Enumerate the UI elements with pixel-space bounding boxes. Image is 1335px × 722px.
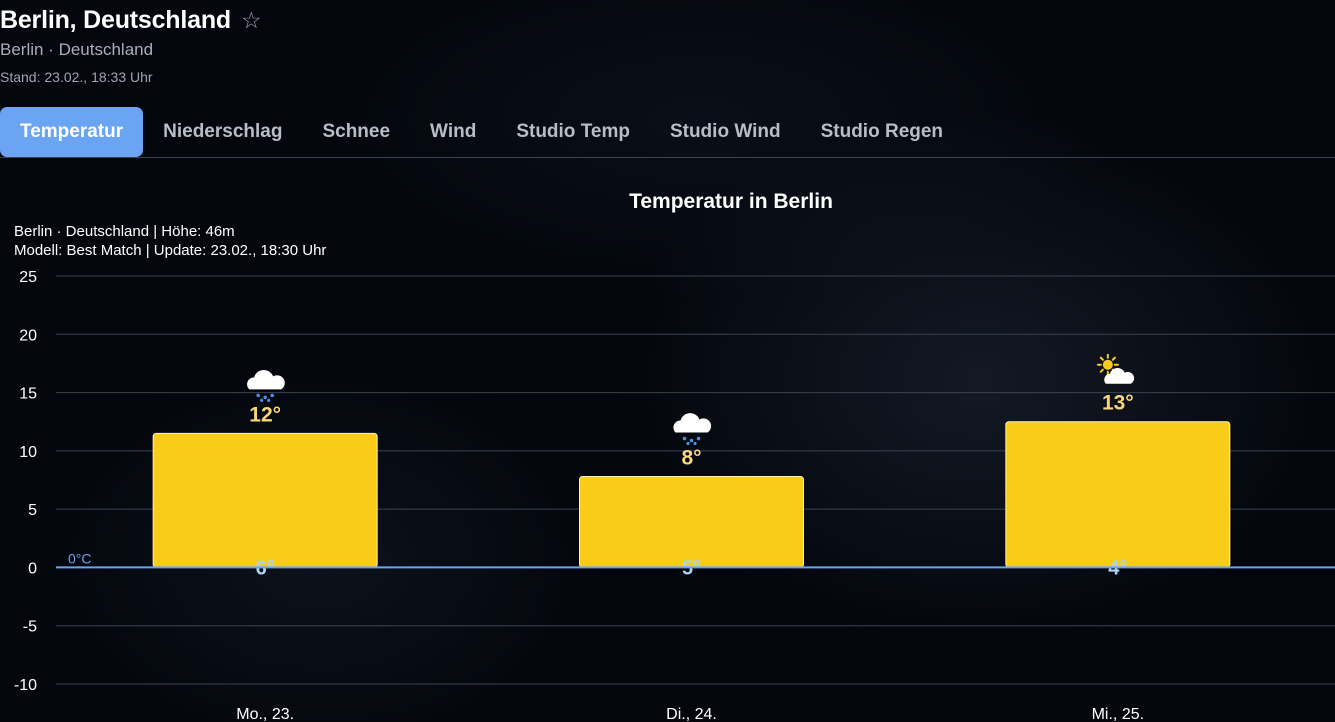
y-tick-label: 20 bbox=[19, 327, 37, 344]
cloud-drizzle-icon bbox=[673, 413, 712, 446]
y-tick-label: -10 bbox=[14, 677, 37, 694]
tab-niederschlag[interactable]: Niederschlag bbox=[163, 121, 283, 142]
location-header: Berlin, Deutschland ☆ Berlin · Deutschla… bbox=[0, 0, 1335, 100]
timestamp: Stand: 23.02., 18:33 Uhr bbox=[0, 69, 153, 85]
tab-temperatur[interactable]: Temperatur bbox=[0, 107, 144, 157]
y-tick-label: 5 bbox=[28, 502, 37, 519]
title-row: Berlin, Deutschland ☆ bbox=[0, 6, 262, 35]
min-temp-label: 6° bbox=[256, 557, 275, 579]
y-tick-label: 15 bbox=[19, 386, 37, 403]
temperature-chart: Temperatur in Berlin Berlin · Deutschlan… bbox=[0, 170, 1335, 722]
location-subtitle: Berlin · Deutschland bbox=[0, 40, 154, 59]
tab-studio-wind[interactable]: Studio Wind bbox=[669, 121, 781, 142]
tab-wind[interactable]: Wind bbox=[430, 121, 477, 142]
label-layer: 12° 6° Mo., 23. 8° 5° Di., 24. 13° 4° Mi., 25. 0°… bbox=[56, 353, 1335, 722]
y-tick-label: 25 bbox=[19, 269, 37, 286]
max-temp-label: 12° bbox=[249, 403, 281, 426]
tab-studio-regen[interactable]: Studio Regen bbox=[820, 121, 944, 142]
temperature-bar bbox=[1005, 421, 1231, 568]
chart-svg: Temperatur in Berlin Berlin · Deutschlan… bbox=[14, 190, 1335, 722]
favorite-star-icon[interactable]: ☆ bbox=[240, 7, 262, 33]
x-category-label: Mo., 23. bbox=[236, 706, 294, 722]
max-temp-label: 8° bbox=[681, 447, 701, 470]
page-title: Berlin, Deutschland bbox=[0, 6, 231, 34]
x-category-label: Di., 24. bbox=[666, 706, 717, 722]
cloud-drizzle-icon bbox=[247, 369, 285, 402]
y-tick-label: 0 bbox=[28, 560, 37, 577]
chart-info-line-1: Berlin · Deutschland | Höhe: 46m bbox=[14, 223, 235, 240]
bar-layer bbox=[152, 421, 1231, 568]
temperature-bar bbox=[579, 476, 804, 568]
zero-line-label: 0°C bbox=[68, 550, 92, 566]
min-temp-label: 4° bbox=[1108, 557, 1127, 579]
chart-info-line-2: Modell: Best Match | Update: 23.02., 18:… bbox=[14, 242, 326, 259]
chart-title: Temperatur in Berlin bbox=[629, 190, 833, 213]
tab-schnee[interactable]: Schnee bbox=[322, 121, 391, 142]
temperature-bar bbox=[152, 432, 378, 568]
min-temp-label: 5° bbox=[682, 557, 701, 579]
x-category-label: Mi., 25. bbox=[1092, 706, 1144, 722]
y-tick-label: 10 bbox=[19, 444, 37, 461]
partly-sunny-icon bbox=[1096, 353, 1135, 384]
tab-studio-temp[interactable]: Studio Temp bbox=[516, 121, 630, 142]
tab-divider bbox=[0, 157, 1335, 158]
max-temp-label: 13° bbox=[1102, 392, 1134, 415]
y-tick-label: -5 bbox=[23, 619, 37, 636]
tab-bar: Temperatur Niederschlag Schnee Wind Stud… bbox=[0, 107, 963, 157]
